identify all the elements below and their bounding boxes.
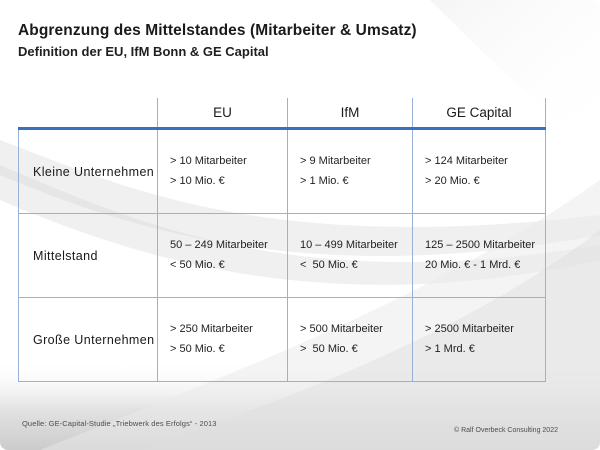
cell-mittelstand-ifm: 10 – 499 Mitarbeiter < 50 Mio. € [287,213,413,298]
header-col-eu: EU [157,98,288,130]
copyright-note: © Ralf Overbeck Consulting 2022 [454,427,558,434]
header-empty-cell [18,98,158,130]
cell-mittelstand-ge: 125 – 2500 Mitarbeiter 20 Mio. € - 1 Mrd… [412,213,546,298]
cell-line: > 9 Mitarbeiter [300,155,371,167]
cell-grosse-ifm: > 500 Mitarbeiter > 50 Mio. € [287,297,413,382]
cell-line: > 250 Mitarbeiter [170,323,253,335]
cell-line: > 50 Mio. € [300,343,358,355]
source-note: Quelle: GE-Capital-Studie „Triebwerk des… [22,419,217,428]
slide-title: Abgrenzung des Mittelstandes (Mitarbeite… [18,22,417,39]
cell-grosse-eu: > 250 Mitarbeiter > 50 Mio. € [157,297,288,382]
cell-line: > 20 Mio. € [425,175,480,187]
cell-line: > 10 Mitarbeiter [170,155,247,167]
cell-kleine-ifm: > 9 Mitarbeiter > 1 Mio. € [287,128,413,214]
cell-grosse-ge: > 2500 Mitarbeiter > 1 Mrd. € [412,297,546,382]
cell-kleine-eu: > 10 Mitarbeiter > 10 Mio. € [157,128,288,214]
cell-line: < 50 Mio. € [300,259,358,271]
table-row-kleine-unternehmen: Kleine Unternehmen > 10 Mitarbeiter > 10… [18,128,546,214]
cell-kleine-ge: > 124 Mitarbeiter > 20 Mio. € [412,128,546,214]
cell-line: > 124 Mitarbeiter [425,155,508,167]
cell-line: 20 Mio. € - 1 Mrd. € [425,259,521,271]
cell-line: > 50 Mio. € [170,343,225,355]
title-block: Abgrenzung des Mittelstandes (Mitarbeite… [18,22,578,59]
table-header-row: EU IfM GE Capital [18,98,546,130]
header-col-ifm: IfM [287,98,413,130]
cell-line: > 1 Mio. € [300,175,349,187]
cell-line: > 500 Mitarbeiter [300,323,383,335]
row-label: Kleine Unternehmen [18,128,158,214]
cell-line: > 2500 Mitarbeiter [425,323,514,335]
cell-line: > 10 Mio. € [170,175,225,187]
cell-mittelstand-eu: 50 – 249 Mitarbeiter < 50 Mio. € [157,213,288,298]
cell-line: 125 – 2500 Mitarbeiter [425,239,536,251]
row-label: Große Unternehmen [18,297,158,382]
table-row-mittelstand: Mittelstand 50 – 249 Mitarbeiter < 50 Mi… [18,213,546,298]
slide-subtitle: Definition der EU, IfM Bonn & GE Capital [18,44,269,59]
cell-line: 50 – 249 Mitarbeiter [170,239,268,251]
row-label: Mittelstand [18,213,158,298]
table-row-grosse-unternehmen: Große Unternehmen > 250 Mitarbeiter > 50… [18,297,546,382]
cell-line: < 50 Mio. € [170,259,225,271]
cell-line: > 1 Mrd. € [425,343,475,355]
header-col-ge-capital: GE Capital [412,98,546,130]
cell-line: 10 – 499 Mitarbeiter [300,239,398,251]
comparison-table: EU IfM GE Capital Kleine Unternehmen > 1… [18,98,546,382]
